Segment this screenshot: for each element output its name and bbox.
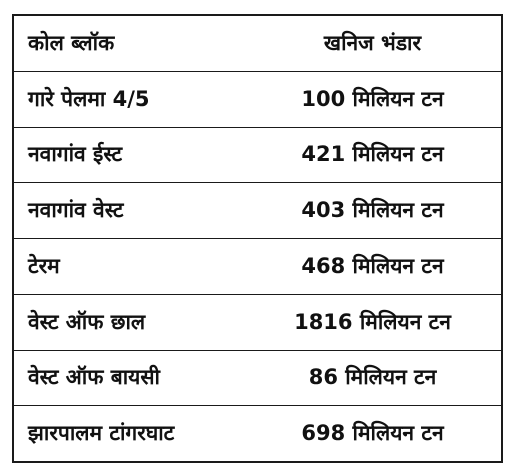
coal-block-name: गारे पेलमा 4/5: [28, 86, 150, 111]
mineral-reserve-value: 698 मिलियन टन: [301, 421, 444, 446]
table-row: टेरम 468 मिलियन टन: [14, 239, 501, 295]
table-row: वेस्ट ऑफ छाल 1816 मिलियन टन: [14, 295, 501, 351]
coal-block-name: नवागांव ईस्ट: [28, 142, 123, 167]
header-coal-block: कोल ब्लॉक: [28, 30, 115, 55]
mineral-reserve-value: 86 मिलियन टन: [308, 365, 437, 390]
header-mineral-reserve: खनिज भंडार: [323, 30, 422, 55]
mineral-reserve-value: 1816 मिलियन टन: [294, 309, 451, 334]
coal-block-name: वेस्ट ऑफ छाल: [28, 309, 146, 334]
coal-block-name: वेस्ट ऑफ बायसी: [28, 365, 160, 390]
coal-block-table: कोल ब्लॉक खनिज भंडार गारे पेलमा 4/5 100 …: [12, 14, 503, 463]
coal-block-name: नवागांव वेस्ट: [28, 198, 124, 223]
mineral-reserve-value: 403 मिलियन टन: [301, 198, 444, 223]
mineral-reserve-value: 421 मिलियन टन: [301, 142, 444, 167]
table-row: गारे पेलमा 4/5 100 मिलियन टन: [14, 72, 501, 128]
table-header-row: कोल ब्लॉक खनिज भंडार: [14, 16, 501, 72]
table-row: झारपालम टांगरघाट 698 मिलियन टन: [14, 406, 501, 461]
table-row: नवागांव वेस्ट 403 मिलियन टन: [14, 183, 501, 239]
mineral-reserve-value: 468 मिलियन टन: [301, 253, 444, 278]
coal-block-name: झारपालम टांगरघाट: [28, 421, 175, 446]
table-row: नवागांव ईस्ट 421 मिलियन टन: [14, 128, 501, 184]
table-row: वेस्ट ऑफ बायसी 86 मिलियन टन: [14, 351, 501, 407]
coal-block-name: टेरम: [28, 253, 60, 278]
mineral-reserve-value: 100 मिलियन टन: [301, 86, 444, 111]
